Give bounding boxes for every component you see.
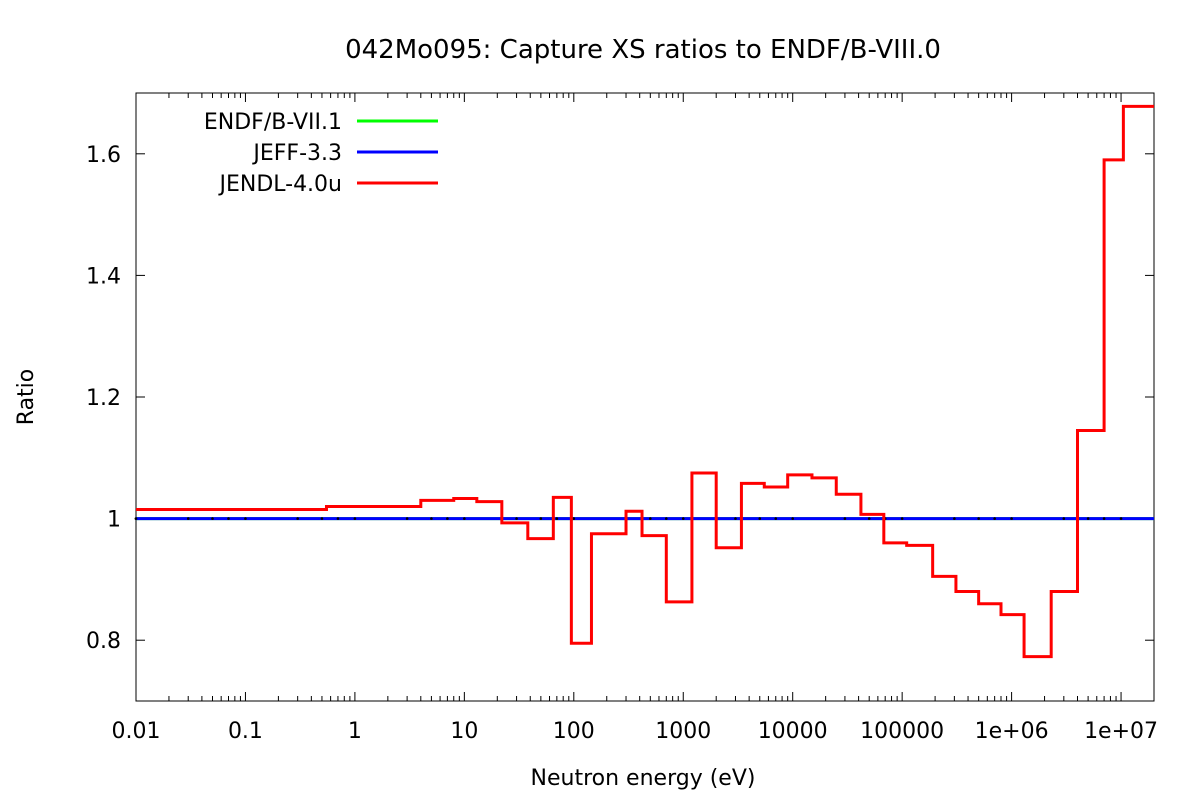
series-point-1 xyxy=(430,517,433,520)
series-point-1 xyxy=(320,517,324,520)
series-point-1 xyxy=(993,517,996,520)
series-point-1 xyxy=(791,517,795,520)
y-tick-label: 1 xyxy=(107,508,121,533)
series-point-1 xyxy=(134,517,138,520)
x-tick-label: 1e+06 xyxy=(975,719,1049,744)
series-point-1 xyxy=(336,517,340,520)
series-point-1 xyxy=(977,517,980,520)
series-point-1 xyxy=(555,517,559,520)
series-point-1 xyxy=(1010,517,1013,520)
series-point-1 xyxy=(463,517,466,520)
series-point-1 xyxy=(539,517,543,520)
x-tick-label: 0.1 xyxy=(228,719,263,744)
chart-title: 042Mo095: Capture XS ratios to ENDF/B-VI… xyxy=(345,35,941,65)
series-point-1 xyxy=(405,517,409,520)
y-tick-label: 1.4 xyxy=(86,264,121,289)
series-point-1 xyxy=(953,517,956,520)
legend-label-2: JENDL-4.0u xyxy=(217,172,342,197)
series-point-1 xyxy=(1086,517,1090,520)
x-tick-label: 0.01 xyxy=(112,719,161,744)
series-point-1 xyxy=(758,517,762,520)
x-tick-label: 1 xyxy=(348,719,362,744)
x-tick-label: 10000 xyxy=(758,719,828,744)
x-tick-label: 1000 xyxy=(655,719,711,744)
series-point-1 xyxy=(734,517,737,520)
series-point-1 xyxy=(1062,517,1066,520)
y-axis-title: Ratio xyxy=(14,369,39,425)
legend: ENDF/B-VII.1 JEFF-3.3 JENDL-4.0u xyxy=(204,110,438,197)
series-point-1 xyxy=(774,517,778,520)
series-point-1 xyxy=(1102,517,1106,520)
series-point-1 xyxy=(1119,517,1123,520)
x-tick-label: 10 xyxy=(450,719,478,744)
y-tick-label: 1.2 xyxy=(86,386,121,411)
series-point-1 xyxy=(353,517,357,520)
legend-label-1: JEFF-3.3 xyxy=(251,141,342,166)
legend-label-0: ENDF/B-VII.1 xyxy=(204,110,342,135)
series-point-1 xyxy=(515,517,518,520)
series-point-1 xyxy=(681,517,685,520)
x-tick-label: 1e+07 xyxy=(1084,719,1158,744)
series-point-1 xyxy=(211,517,214,520)
series-point-1 xyxy=(664,517,668,520)
series-point-1 xyxy=(572,517,576,520)
series-point-1 xyxy=(186,517,190,520)
series-line-2 xyxy=(136,104,1154,659)
plot-area: 0.01 0.1 1 10 100 1000 10000 100000 1e+06 1e+07 0.… xyxy=(86,92,1158,744)
series-point-1 xyxy=(843,517,847,520)
series-point-1 xyxy=(867,517,871,520)
x-axis-title: Neutron energy (eV) xyxy=(531,766,756,791)
series-point-1 xyxy=(244,517,247,520)
series-point-1 xyxy=(296,517,299,520)
series-point-1 xyxy=(227,517,230,520)
series-point-1 xyxy=(900,517,904,520)
x-tick-label: 100000 xyxy=(860,719,944,744)
series-point-1 xyxy=(446,517,449,520)
y-tick-label: 1.6 xyxy=(86,143,121,168)
y-tick-label: 0.8 xyxy=(86,629,121,654)
x-tick-label: 100 xyxy=(553,719,595,744)
series-point-1 xyxy=(649,517,652,520)
